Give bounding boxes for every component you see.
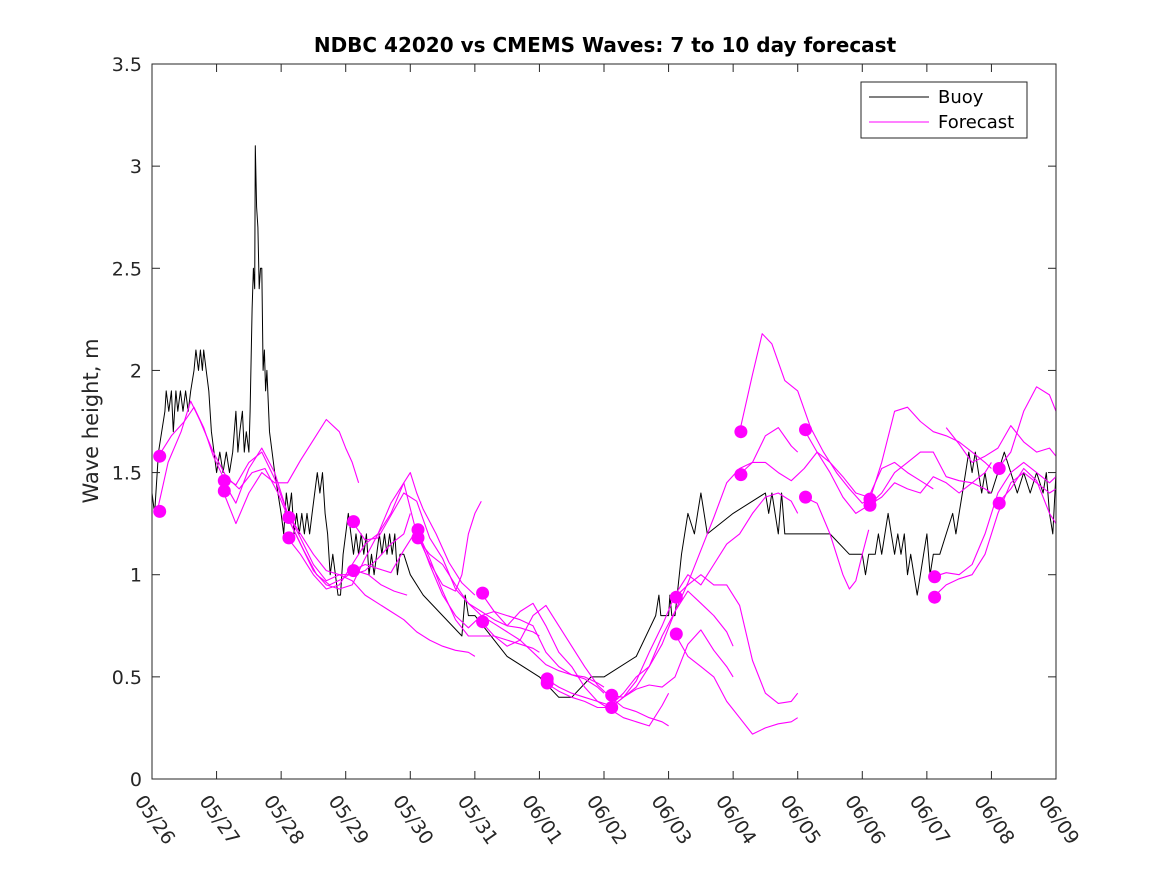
wave-height-chart: NDBC 42020 vs CMEMS Waves: 7 to 10 day f… (0, 0, 1167, 875)
y-tick-label: 2 (130, 360, 142, 382)
forecast-start-marker (282, 531, 295, 544)
y-tick-label: 0 (130, 769, 142, 791)
y-tick-label: 1.5 (112, 463, 142, 485)
y-tick-label: 3.5 (112, 54, 142, 76)
forecast-start-marker (605, 689, 618, 702)
forecast-start-marker (153, 450, 166, 463)
forecast-start-marker (412, 531, 425, 544)
forecast-start-marker (153, 505, 166, 518)
forecast-start-marker (993, 497, 1006, 510)
forecast-start-marker (734, 425, 747, 438)
forecast-start-marker (928, 570, 941, 583)
legend: Buoy Forecast (861, 82, 1027, 138)
legend-label-buoy: Buoy (938, 87, 984, 108)
forecast-start-marker (864, 499, 877, 512)
y-tick-label: 1 (130, 565, 142, 587)
forecast-start-marker (476, 587, 489, 600)
forecast-start-marker (799, 423, 812, 436)
legend-label-forecast: Forecast (938, 112, 1014, 133)
forecast-start-marker (347, 515, 360, 528)
y-tick-label: 2.5 (112, 258, 142, 280)
y-tick-label: 0.5 (112, 667, 142, 689)
chart-title: NDBC 42020 vs CMEMS Waves: 7 to 10 day f… (314, 33, 897, 57)
forecast-start-marker (476, 615, 489, 628)
forecast-start-marker (928, 591, 941, 604)
y-axis-label: Wave height, m (79, 338, 103, 503)
forecast-start-marker (347, 564, 360, 577)
forecast-start-marker (605, 701, 618, 714)
forecast-start-marker (993, 462, 1006, 475)
forecast-start-marker (734, 468, 747, 481)
y-tick-label: 3 (130, 156, 142, 178)
forecast-start-marker (218, 485, 231, 498)
forecast-start-marker (799, 491, 812, 504)
forecast-start-marker (541, 677, 554, 690)
forecast-start-marker (670, 628, 683, 641)
forecast-start-marker (282, 511, 295, 524)
forecast-start-marker (670, 591, 683, 604)
